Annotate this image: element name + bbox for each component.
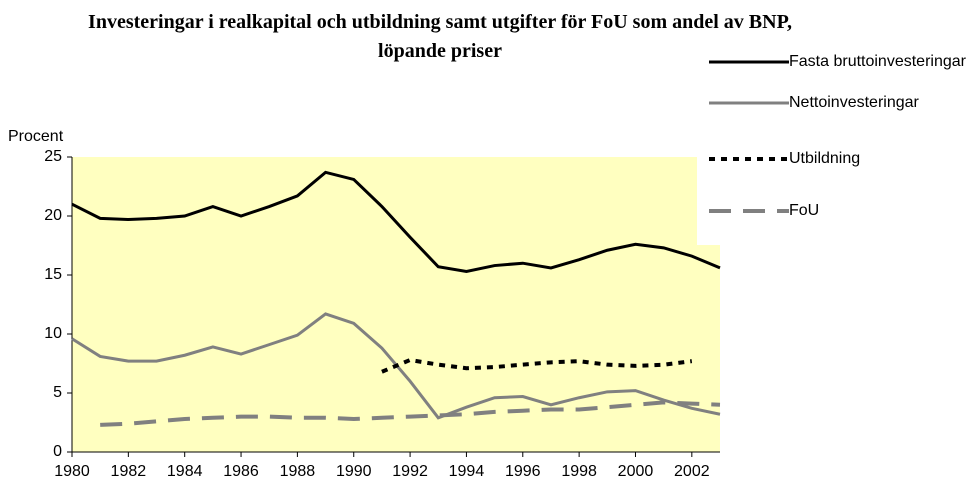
- x-tick-label: 1986: [223, 463, 259, 480]
- x-tick-label: 1982: [111, 463, 147, 480]
- series-line: [381, 357, 693, 374]
- y-tick-label: 20: [44, 207, 62, 224]
- y-axis-label: Procent: [8, 128, 64, 145]
- x-tick-label: 1998: [561, 463, 597, 480]
- legend-label: Nettoinvesteringar: [789, 94, 919, 111]
- legend: Fasta bruttoinvesteringar Nettoinvesterin…: [697, 40, 970, 245]
- x-tick-label: 1988: [280, 463, 316, 480]
- plot-area: [72, 157, 720, 452]
- legend-label: FoU: [789, 202, 820, 219]
- legend-label: Fasta bruttoinvesteringar: [789, 53, 966, 70]
- series-line: [100, 400, 721, 427]
- x-tick-label: 2002: [674, 463, 710, 480]
- x-tick-label: 1984: [167, 463, 203, 480]
- x-tick-label: 1996: [505, 463, 541, 480]
- x-tick-label: 1990: [336, 463, 372, 480]
- legend-item: Fasta bruttoinvesteringar: [705, 52, 969, 72]
- legend-swatch: [709, 157, 789, 161]
- legend-swatch: [709, 101, 789, 105]
- legend-item: Utbildning: [705, 149, 969, 169]
- x-tick-label: 1992: [392, 463, 428, 480]
- series-line: [71, 170, 721, 273]
- y-tick-label: 15: [44, 266, 62, 283]
- y-tick-label: 10: [44, 325, 62, 342]
- legend-label: Utbildning: [789, 150, 861, 167]
- legend-item: Nettoinvesteringar: [705, 93, 969, 113]
- y-tick-label: 25: [44, 148, 62, 165]
- chart-title: Investeringar i realkapital och utbildni…: [88, 11, 792, 62]
- x-tick-label: 1980: [54, 463, 90, 480]
- legend-swatch: [709, 60, 789, 64]
- y-tick-label: 0: [53, 443, 62, 460]
- y-tick-label: 5: [53, 384, 62, 401]
- legend-item: FoU: [705, 201, 969, 221]
- x-tick-label: 2000: [618, 463, 654, 480]
- x-tick-label: 1994: [449, 463, 485, 480]
- legend-swatch: [709, 209, 789, 213]
